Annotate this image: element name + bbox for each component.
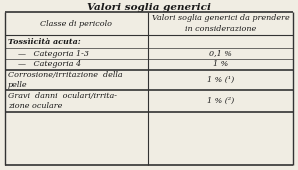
Text: —   Categoria 1-3: — Categoria 1-3 — [18, 49, 89, 57]
Text: Valori soglia generici: Valori soglia generici — [87, 3, 211, 12]
Text: Valori soglia generici da prendere
in considerazione: Valori soglia generici da prendere in co… — [152, 14, 289, 33]
Text: 0,1 %: 0,1 % — [209, 49, 232, 57]
Text: 1 % (²): 1 % (²) — [207, 97, 234, 105]
Text: 1 %: 1 % — [213, 61, 228, 69]
Text: —   Categoria 4: — Categoria 4 — [18, 61, 81, 69]
Text: Gravi  danni  oculari/irrita-
zione oculare: Gravi danni oculari/irrita- zione ocular… — [8, 92, 117, 110]
Text: Corrosione/irritazione  della
pelle: Corrosione/irritazione della pelle — [8, 71, 122, 89]
Text: 1 % (¹): 1 % (¹) — [207, 76, 234, 84]
Text: Classe di pericolo: Classe di pericolo — [41, 20, 113, 28]
Text: Tossìicità acuta:: Tossìicità acuta: — [8, 38, 81, 46]
